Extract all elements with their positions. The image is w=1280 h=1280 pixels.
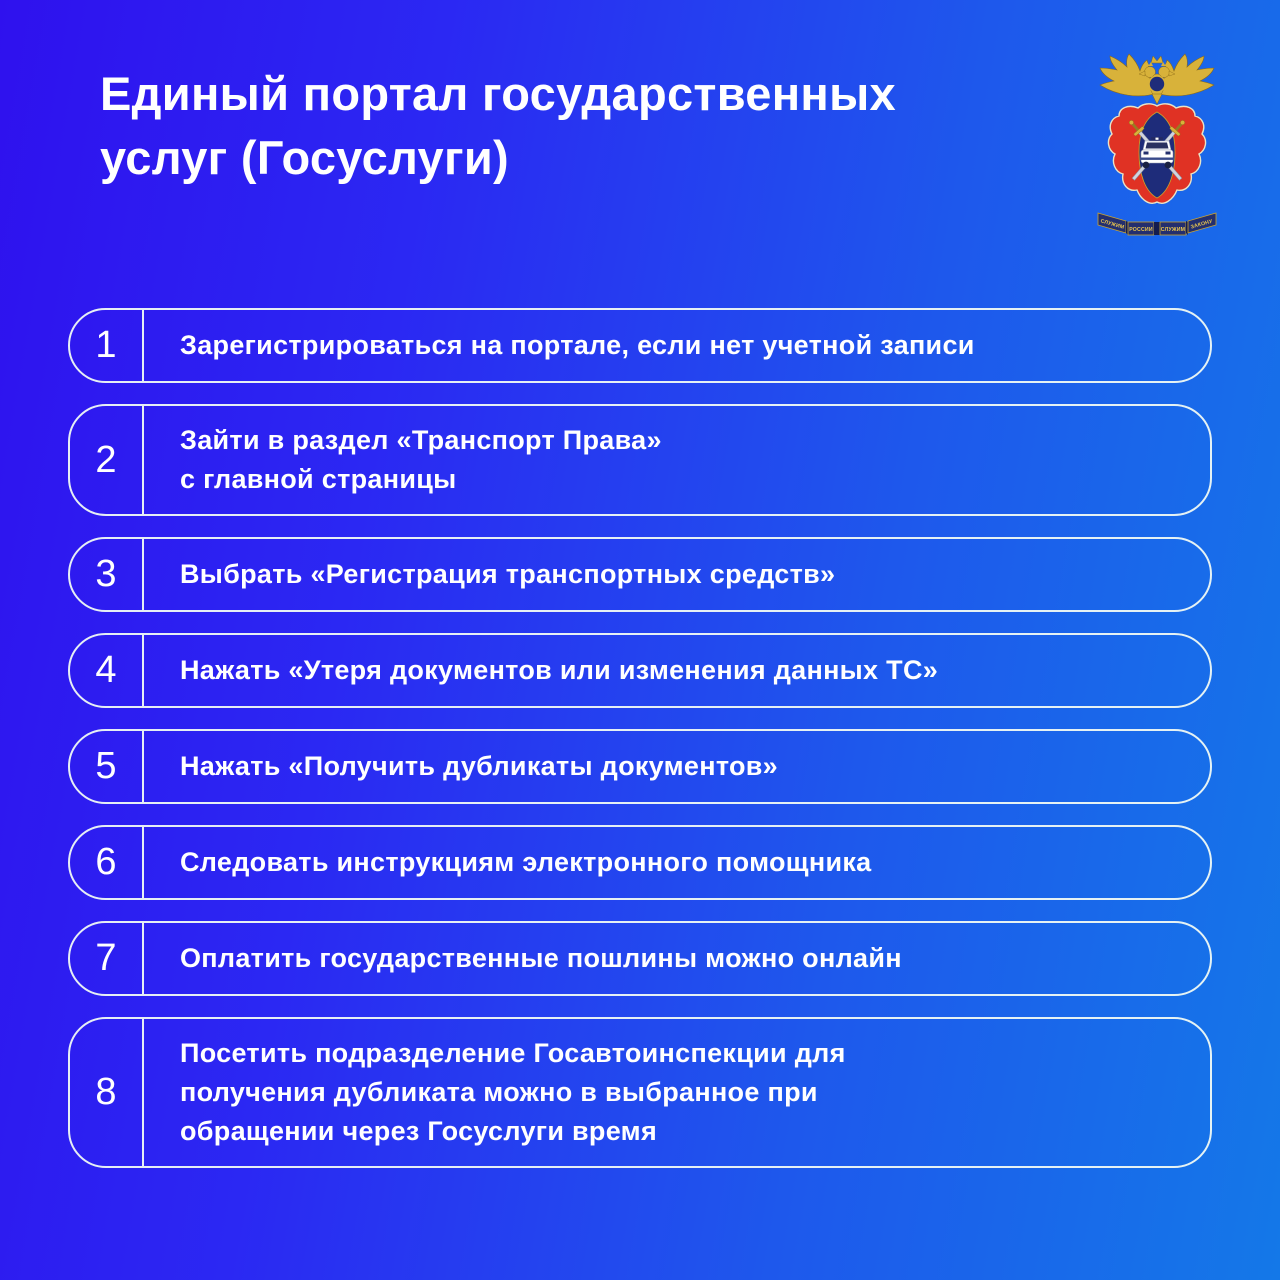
- step-number: 2: [70, 406, 144, 514]
- step-text: Зайти в раздел «Транспорт Права» с главн…: [180, 425, 662, 494]
- steps-list: 1 Зарегистрироваться на портале, если не…: [68, 308, 1212, 1168]
- motto-part-3: СЛУЖИМ: [1161, 227, 1185, 233]
- step-text: Нажать «Получить дубликаты документов»: [180, 751, 779, 781]
- page-title: Единый портал государственных услуг (Гос…: [100, 67, 896, 184]
- step-item-6: 6 Следовать инструкциям электронного пом…: [68, 825, 1212, 900]
- emblem-svg: СЛУЖИМ РОССИИ СЛУЖИМ ЗАКОНУ: [1097, 53, 1217, 236]
- step-item-4: 4 Нажать «Утеря документов или изменения…: [68, 633, 1212, 708]
- step-text: Следовать инструкциям электронного помощ…: [180, 847, 872, 877]
- step-number: 7: [70, 923, 144, 994]
- step-text: Нажать «Утеря документов или изменения д…: [180, 655, 939, 685]
- step-item-7: 7 Оплатить государственные пошлины можно…: [68, 921, 1212, 996]
- step-text: Посетить подразделение Госавтоинспекции …: [180, 1038, 846, 1146]
- step-text: Выбрать «Регистрация транспортных средст…: [180, 559, 836, 589]
- eagle-icon: [1099, 53, 1215, 105]
- step-number: 4: [70, 635, 144, 706]
- step-text: Оплатить государственные пошлины можно о…: [180, 943, 902, 973]
- step-item-3: 3 Выбрать «Регистрация транспортных сред…: [68, 537, 1212, 612]
- step-text: Зарегистрироваться на портале, если нет …: [180, 330, 975, 360]
- step-item-2: 2 Зайти в раздел «Транспорт Права» с гла…: [68, 404, 1212, 516]
- step-item-1: 1 Зарегистрироваться на портале, если не…: [68, 308, 1212, 383]
- motto-part-2: РОССИИ: [1129, 227, 1153, 233]
- step-number: 5: [70, 731, 144, 802]
- gibdd-police-crest-icon: СЛУЖИМ РОССИИ СЛУЖИМ ЗАКОНУ: [1090, 52, 1224, 252]
- shield-icon: [1107, 103, 1207, 204]
- step-item-5: 5 Нажать «Получить дубликаты документов»: [68, 729, 1212, 804]
- police-car-icon: [1140, 137, 1174, 169]
- step-number: 1: [70, 310, 144, 381]
- step-item-8: 8 Посетить подразделение Госавтоинспекци…: [68, 1017, 1212, 1168]
- step-number: 6: [70, 827, 144, 898]
- motto-ribbon: СЛУЖИМ РОССИИ СЛУЖИМ ЗАКОНУ: [1097, 212, 1217, 236]
- step-number: 8: [70, 1019, 144, 1166]
- step-number: 3: [70, 539, 144, 610]
